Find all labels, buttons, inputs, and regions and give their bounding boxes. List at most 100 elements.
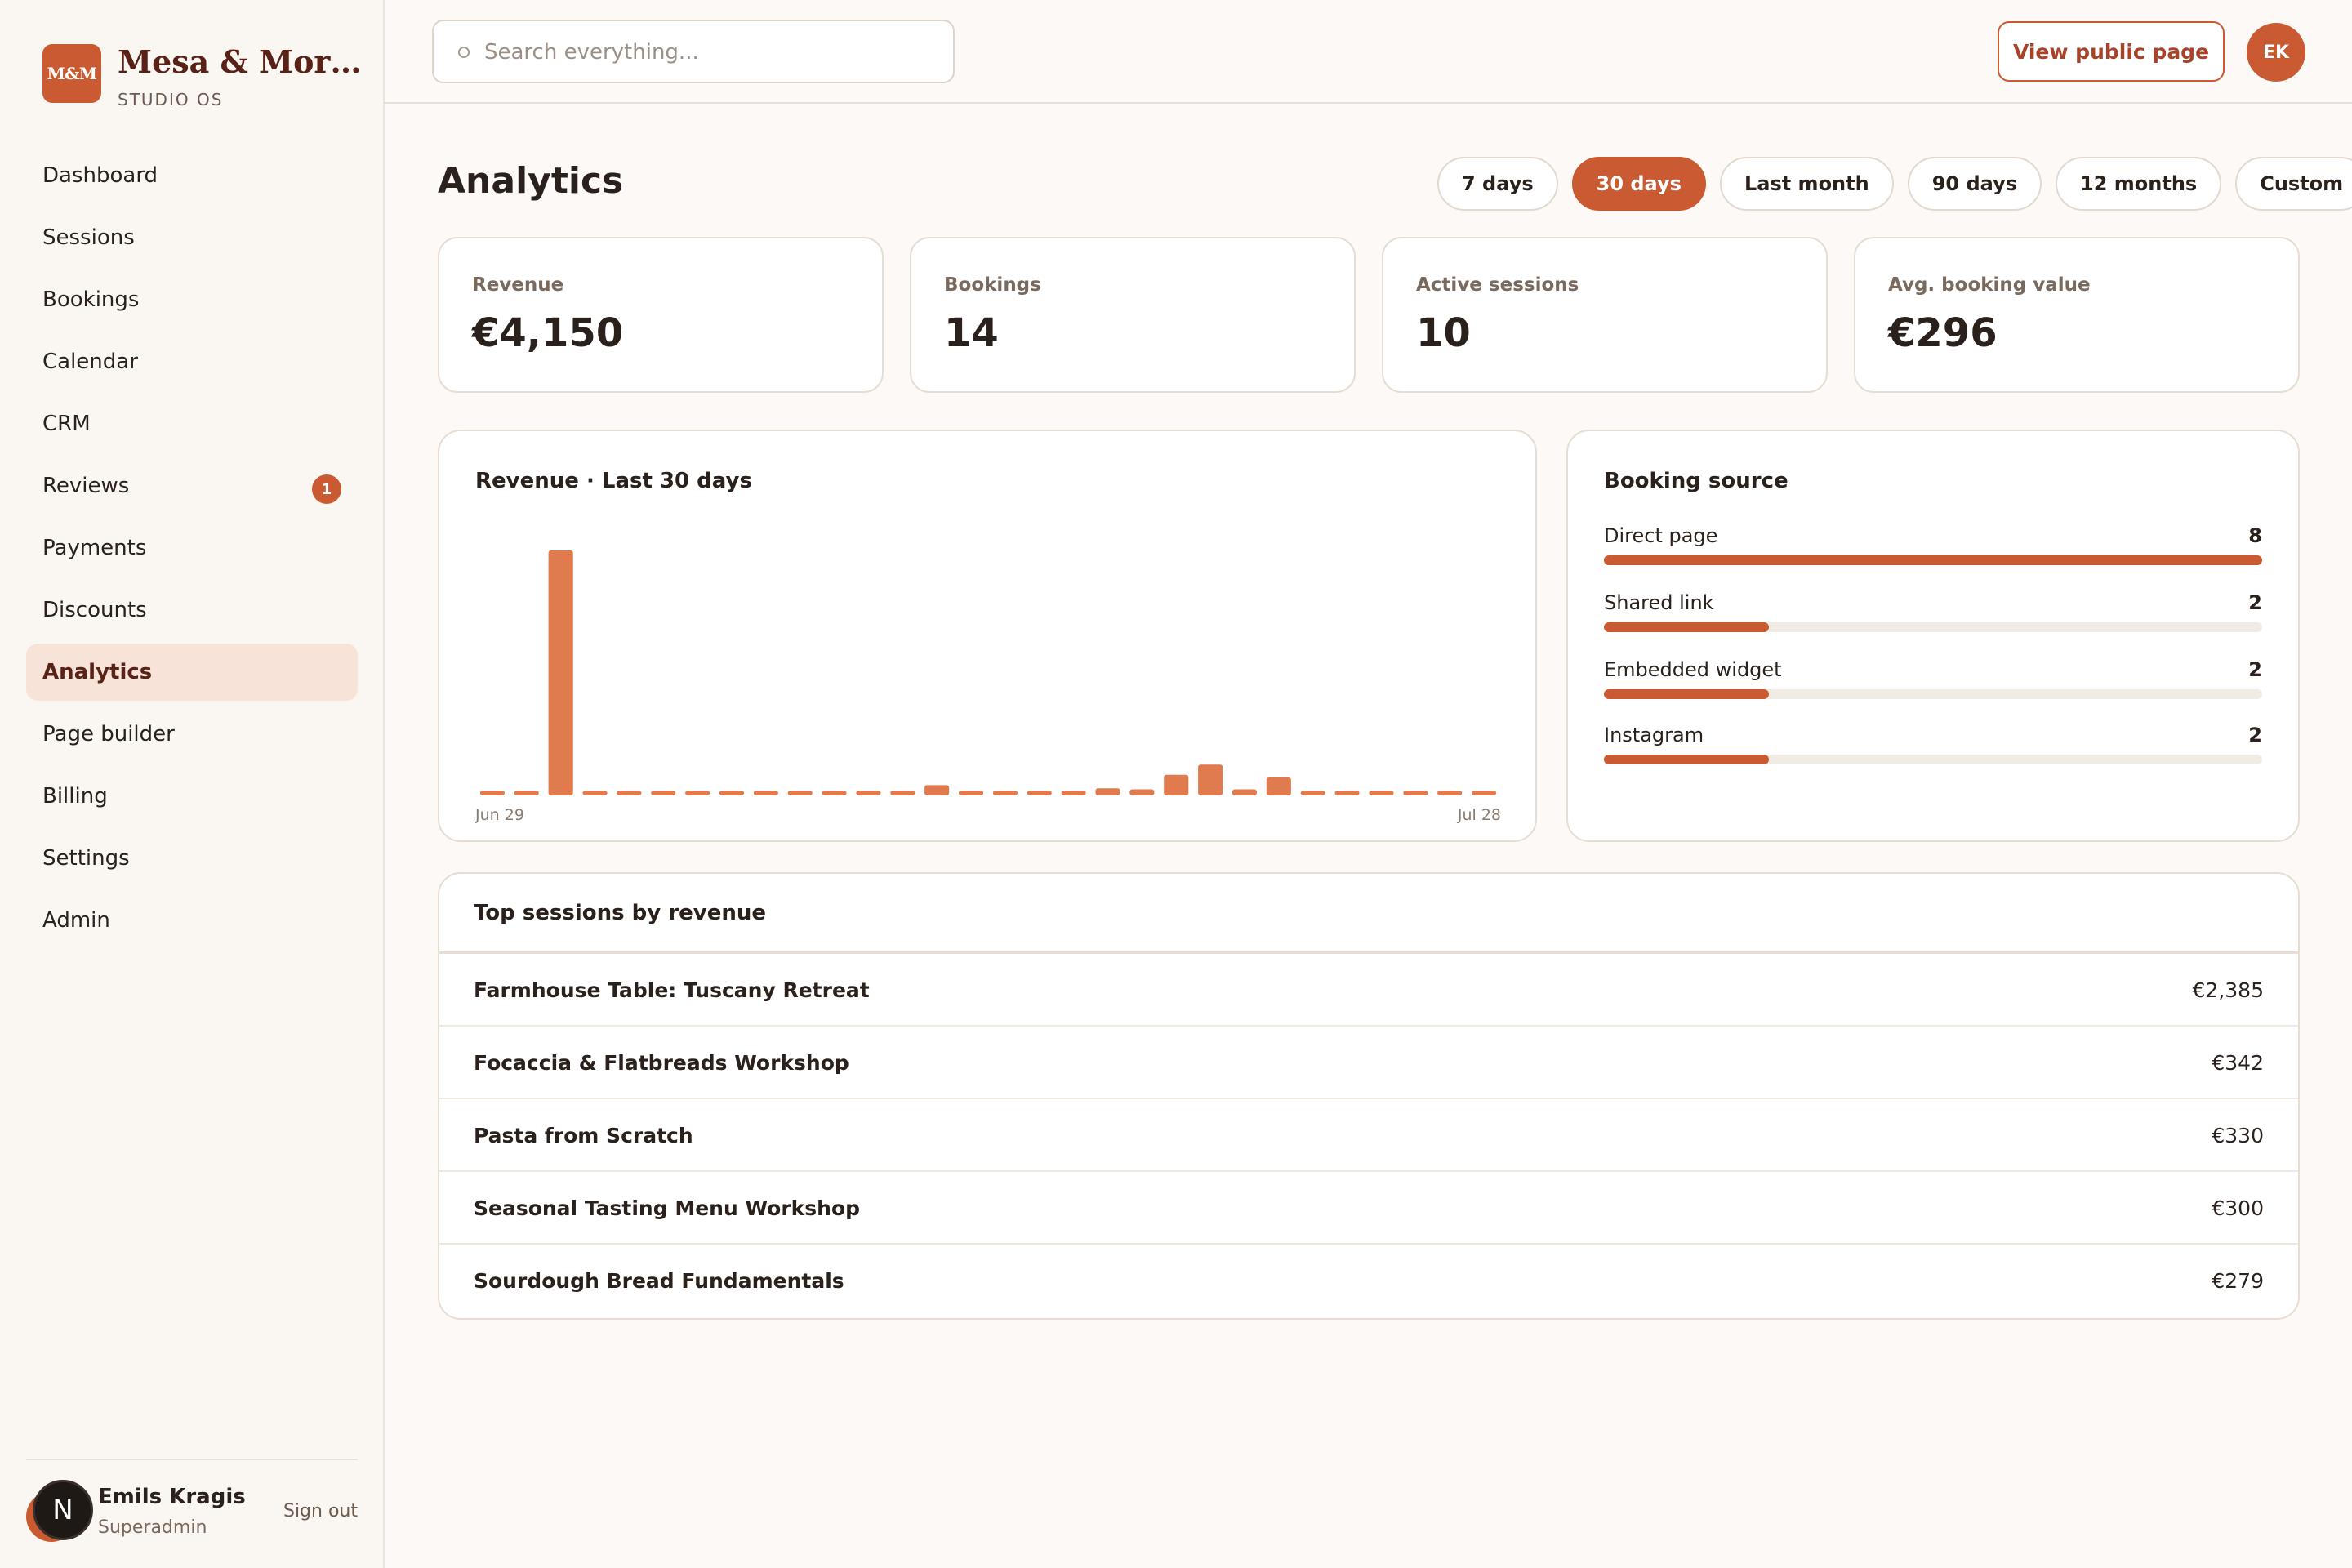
source-bar-track bbox=[1604, 755, 2262, 764]
stat-value: €296 bbox=[1888, 310, 1998, 356]
revenue-bar[interactable] bbox=[1129, 789, 1155, 796]
source-label: Direct page bbox=[1604, 524, 1718, 547]
brand-logo: M&M bbox=[42, 44, 101, 103]
revenue-bar[interactable] bbox=[1095, 788, 1120, 795]
revenue-bar[interactable] bbox=[992, 791, 1018, 795]
sidebar-item-billing[interactable]: Billing bbox=[26, 768, 358, 825]
revenue-bar[interactable] bbox=[890, 791, 915, 795]
range-custom[interactable]: Custom bbox=[2235, 157, 2352, 211]
session-name: Focaccia & Flatbreads Workshop bbox=[474, 1051, 849, 1075]
sidebar-item-bookings[interactable]: Bookings bbox=[26, 271, 358, 328]
range-last-month[interactable]: Last month bbox=[1719, 157, 1894, 211]
sidebar-item-sessions[interactable]: Sessions bbox=[26, 209, 358, 266]
source-bar-fill bbox=[1604, 555, 2262, 565]
stat-cards: Revenue €4,150 Bookings 14 Active sessio… bbox=[438, 237, 2300, 393]
revenue-bar[interactable] bbox=[617, 791, 642, 795]
sidebar-item-analytics[interactable]: Analytics bbox=[26, 644, 358, 701]
range-30-days[interactable]: 30 days bbox=[1571, 157, 1706, 211]
revenue-bar[interactable] bbox=[822, 791, 847, 795]
revenue-bar[interactable] bbox=[1300, 791, 1325, 795]
revenue-bar[interactable] bbox=[1232, 789, 1257, 796]
sign-out-link[interactable]: Sign out bbox=[283, 1501, 358, 1521]
revenue-bar[interactable] bbox=[1334, 791, 1360, 795]
sidebar-item-settings[interactable]: Settings bbox=[26, 830, 358, 887]
revenue-bar[interactable] bbox=[856, 791, 881, 795]
revenue-bar[interactable] bbox=[719, 791, 744, 795]
table-row[interactable]: Sourdough Bread Fundamentals €279 bbox=[439, 1245, 2298, 1317]
brand-name: Mesa & Mor… bbox=[118, 44, 362, 80]
revenue-bar[interactable] bbox=[924, 785, 950, 795]
revenue-bar[interactable] bbox=[1198, 764, 1223, 795]
sidebar-item-label: Sessions bbox=[42, 225, 135, 250]
session-revenue: €2,385 bbox=[2192, 978, 2264, 1002]
source-count: 8 bbox=[2248, 524, 2262, 547]
page-title: Analytics bbox=[438, 160, 624, 202]
revenue-bar[interactable] bbox=[1164, 774, 1189, 795]
sidebar-item-page-builder[interactable]: Page builder bbox=[26, 706, 358, 763]
session-revenue: €300 bbox=[2212, 1196, 2264, 1220]
table-row[interactable]: Focaccia & Flatbreads Workshop €342 bbox=[439, 1027, 2298, 1099]
source-bar-fill bbox=[1604, 755, 1769, 764]
brand[interactable]: M&M Mesa & Mor… STUDIO OS bbox=[42, 44, 363, 109]
table-row[interactable]: Pasta from Scratch €330 bbox=[439, 1099, 2298, 1172]
stat-label: Revenue bbox=[472, 274, 564, 296]
revenue-bar[interactable] bbox=[1266, 777, 1291, 795]
table-row[interactable]: Farmhouse Table: Tuscany Retreat €2,385 bbox=[439, 954, 2298, 1027]
revenue-bar[interactable] bbox=[1472, 791, 1497, 795]
revenue-bar[interactable] bbox=[479, 791, 505, 795]
sidebar-item-reviews[interactable]: Reviews 1 bbox=[26, 457, 358, 514]
revenue-bar[interactable] bbox=[548, 550, 573, 795]
revenue-bar[interactable] bbox=[1061, 791, 1086, 795]
sidebar-item-calendar[interactable]: Calendar bbox=[26, 333, 358, 390]
revenue-bar[interactable] bbox=[514, 791, 539, 795]
session-revenue: €330 bbox=[2212, 1124, 2264, 1147]
range-12-months[interactable]: 12 months bbox=[2056, 157, 2222, 211]
sidebar-nav: Dashboard Sessions Bookings Calendar CRM… bbox=[26, 147, 358, 954]
revenue-bar[interactable] bbox=[582, 791, 608, 795]
range-7-days[interactable]: 7 days bbox=[1437, 157, 1558, 211]
sidebar-item-label: Page builder bbox=[42, 722, 175, 746]
chart-title: Revenue · Last 30 days bbox=[475, 469, 752, 493]
stat-value: 14 bbox=[944, 310, 999, 356]
user-role: Superadmin bbox=[98, 1517, 207, 1538]
source-row-instagram: Instagram 2 bbox=[1604, 724, 2262, 781]
sidebar-item-discounts[interactable]: Discounts bbox=[26, 581, 358, 639]
revenue-bar[interactable] bbox=[1437, 791, 1463, 795]
sidebar-item-crm[interactable]: CRM bbox=[26, 395, 358, 452]
search-icon bbox=[458, 47, 470, 58]
revenue-bar[interactable] bbox=[753, 791, 778, 795]
top-bar: View public page EK bbox=[385, 0, 2352, 104]
sidebar-item-dashboard[interactable]: Dashboard bbox=[26, 147, 358, 204]
revenue-bar[interactable] bbox=[1403, 791, 1428, 795]
source-label: Shared link bbox=[1604, 591, 1714, 614]
revenue-bar[interactable] bbox=[1369, 791, 1394, 795]
source-count: 2 bbox=[2248, 658, 2262, 681]
source-bar-track bbox=[1604, 689, 2262, 699]
table-row[interactable]: Seasonal Tasting Menu Workshop €300 bbox=[439, 1172, 2298, 1245]
account-avatar[interactable]: EK bbox=[2247, 23, 2305, 82]
search-input[interactable] bbox=[484, 33, 942, 72]
stat-value: 10 bbox=[1416, 310, 1471, 356]
date-range-selector: 7 days 30 days Last month 90 days 12 mon… bbox=[1437, 157, 2352, 211]
sidebar-item-payments[interactable]: Payments bbox=[26, 519, 358, 577]
stat-label: Bookings bbox=[944, 274, 1041, 296]
source-bar-track bbox=[1604, 555, 2262, 565]
revenue-bar[interactable] bbox=[651, 791, 676, 795]
revenue-bar[interactable] bbox=[685, 791, 710, 795]
user-avatar[interactable]: N bbox=[26, 1477, 93, 1542]
sidebar-item-label: CRM bbox=[42, 412, 91, 436]
search-box[interactable] bbox=[432, 20, 955, 83]
revenue-bar[interactable] bbox=[959, 791, 984, 795]
range-90-days[interactable]: 90 days bbox=[1907, 157, 2042, 211]
session-revenue: €342 bbox=[2212, 1051, 2264, 1075]
view-public-page-button[interactable]: View public page bbox=[1998, 21, 2225, 82]
source-bar-track bbox=[1604, 622, 2262, 632]
brand-subtitle: STUDIO OS bbox=[118, 90, 224, 109]
stat-value: €4,150 bbox=[472, 310, 624, 356]
sidebar-item-admin[interactable]: Admin bbox=[26, 892, 358, 949]
source-label: Instagram bbox=[1604, 724, 1704, 746]
revenue-bar[interactable] bbox=[1027, 791, 1052, 795]
sidebar-item-label: Discounts bbox=[42, 598, 147, 622]
source-row-shared-link: Shared link 2 bbox=[1604, 591, 2262, 648]
revenue-bar[interactable] bbox=[787, 791, 813, 795]
